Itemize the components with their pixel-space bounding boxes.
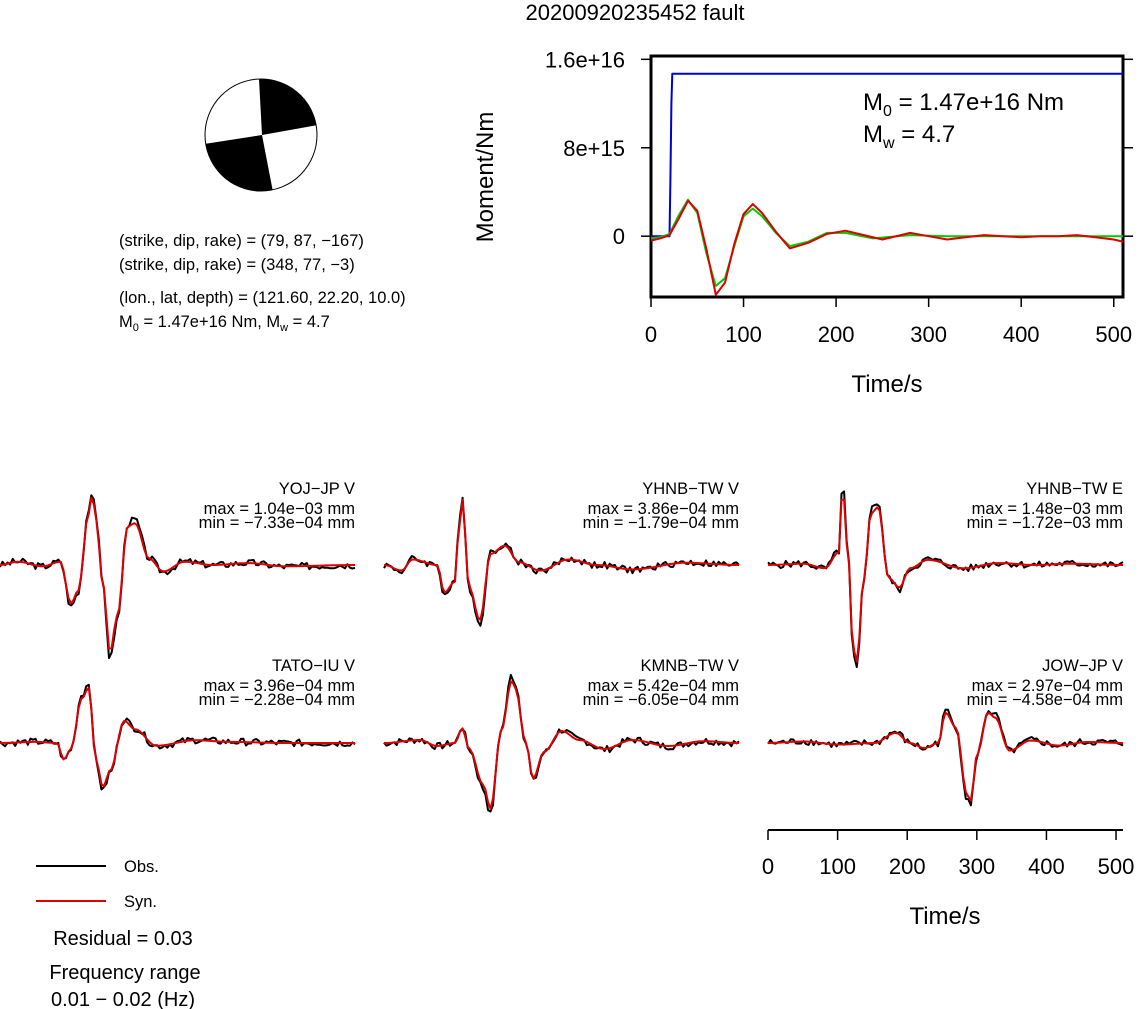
station-min: min = −4.58e−04 mm (967, 691, 1123, 709)
moment-series (650, 72, 1124, 296)
station-max: max = 1.48e−03 mm (972, 500, 1123, 518)
moment-rate-line-red (650, 199, 1124, 296)
moment-m0-annotation: M0 = 1.47e+16 Nm (863, 89, 1064, 120)
station-max: max = 3.96e−04 mm (204, 677, 355, 695)
synthetic-trace (0, 686, 355, 788)
observed-trace (383, 673, 740, 813)
nodal-plane-1: (strike, dip, rake) = (79, 87, −167) (119, 232, 364, 250)
legend-obs-label: Obs. (124, 858, 159, 876)
legend: Obs. Syn. (36, 858, 159, 911)
station-label: YOJ−JP V (279, 480, 355, 498)
synthetic-trace (383, 498, 739, 621)
station-label: KMNB−TW V (640, 657, 739, 675)
waveform-x-axis-label: Time/s (909, 903, 980, 930)
station-min: min = −2.28e−04 mm (199, 691, 355, 709)
station-label: YHNB−TW V (642, 480, 739, 498)
synthetic-trace (768, 711, 1123, 802)
observed-trace (767, 708, 1124, 807)
moment-y-tick-label: 0 (613, 224, 625, 249)
moment-y-axis-label: Moment/Nm (472, 112, 499, 243)
moment-y-tick-label: 8e+15 (563, 136, 625, 161)
station-label: YHNB−TW E (1026, 480, 1123, 498)
moment-x-tick-label: 100 (725, 322, 762, 347)
frequency-range-value: 0.01 − 0.02 (Hz) (51, 989, 195, 1009)
moment-x-tick-label: 300 (910, 322, 947, 347)
station-min: min = −1.72e−03 mm (967, 514, 1123, 532)
beachball-info: (strike, dip, rake) = (79, 87, −167) (st… (119, 232, 406, 334)
waveform-x-tick-label: 300 (958, 854, 995, 879)
legend-syn-label: Syn. (124, 893, 157, 911)
station-min: min = −6.05e−04 mm (583, 691, 739, 709)
moment-mw-annotation: Mw = 4.7 (863, 121, 955, 152)
moment-x-tick-label: 500 (1095, 322, 1132, 347)
waveform-x-tick-label: 500 (1098, 854, 1135, 879)
moment-magnitude-line: M0 = 1.47e+16 Nm, Mw = 4.7 (119, 313, 330, 334)
moment-y-tick-label: 1.6e+16 (545, 47, 625, 72)
moment-rate-line-green (650, 198, 1123, 287)
synthetic-trace (0, 496, 355, 650)
beachball-diagram (204, 78, 318, 192)
waveform-x-tick-label: 0 (762, 854, 774, 879)
moment-x-tick-label: 0 (645, 322, 657, 347)
station-min: min = −7.33e−04 mm (199, 514, 355, 532)
location-depth: (lon., lat, depth) = (121.60, 22.20, 10.… (119, 289, 406, 307)
station-min: min = −1.79e−04 mm (583, 514, 739, 532)
moment-x-tick-label: 400 (1003, 322, 1040, 347)
waveform-x-tick-label: 200 (889, 854, 926, 879)
residual-text: Residual = 0.03 (53, 928, 193, 950)
synthetic-trace (768, 498, 1123, 663)
figure-title: 20200920235452 fault (526, 0, 745, 25)
waveform-x-tick-label: 100 (819, 854, 856, 879)
station-max: max = 3.86e−04 mm (588, 500, 739, 518)
station-max: max = 2.97e−04 mm (972, 677, 1123, 695)
nodal-plane-2: (strike, dip, rake) = (348, 77, −3) (119, 256, 355, 274)
waveform-time-axis: Time/s 0 100 200 300 400 500 (762, 829, 1135, 930)
moment-x-axis-label: Time/s (851, 371, 922, 398)
moment-axes: 0 100 200 300 400 500 0 8e+15 1.6e+16 (545, 47, 1133, 347)
moment-x-tick-label: 200 (818, 322, 855, 347)
frequency-range-title: Frequency range (49, 962, 200, 984)
station-max: max = 1.04e−03 mm (204, 500, 355, 518)
station-max: max = 5.42e−04 mm (588, 677, 739, 695)
waveform-x-tick-label: 400 (1028, 854, 1065, 879)
moment-plot-frame (649, 54, 1125, 299)
synthetic-trace (384, 680, 739, 810)
station-label: JOW−JP V (1042, 657, 1123, 675)
station-label: TATO−IU V (272, 657, 355, 675)
